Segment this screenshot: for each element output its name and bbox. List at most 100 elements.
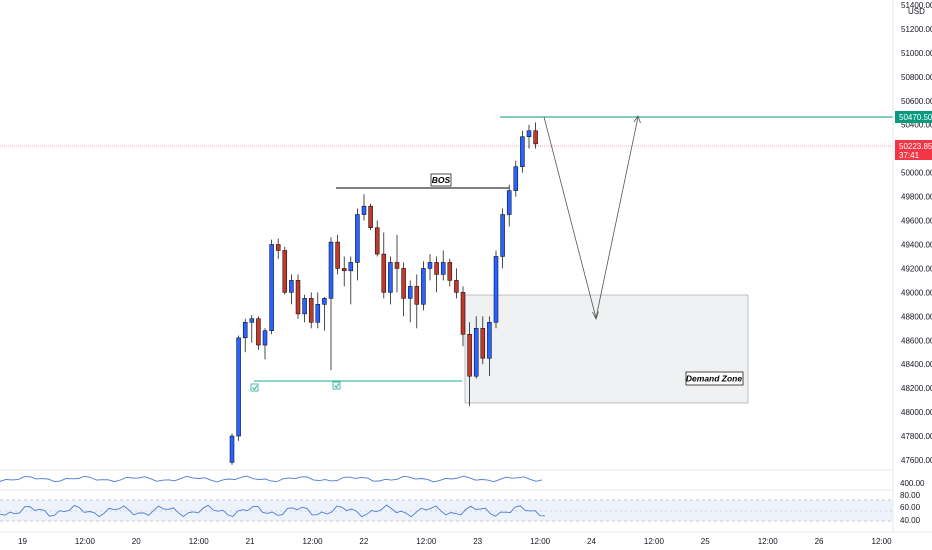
bos-label[interactable]: BOS [430,173,452,187]
candle [289,274,294,305]
candle [341,256,347,287]
currency-label: USD [908,7,925,16]
candle-body [355,214,360,263]
candle [467,322,472,407]
candle-body [282,250,288,293]
candle [242,318,248,353]
candle [500,208,505,269]
countdown-label: 37:41 [899,151,920,160]
time-tick-label: 12:00 [872,537,893,546]
demand-zone-text: Demand Zone [686,374,742,384]
check-marker-2 [332,381,341,390]
candle-body [480,328,486,359]
projection-path[interactable] [543,115,641,321]
price-tick-label: 49000.00 [901,288,932,297]
price-axis[interactable]: USD 51400.00 51200.00 51000.00 50800.00 5060… [892,0,932,532]
time-tick-label: 12:00 [303,537,324,546]
candle [526,124,532,149]
time-tick-label: 25 [701,537,710,546]
price-tick-label: 51400.00 [901,1,932,10]
candle-body [401,268,406,299]
candle-body [500,214,505,257]
candle [236,335,241,441]
candle [361,194,367,221]
time-tick-label: 24 [587,537,596,546]
candle [322,297,327,331]
demand-zone-label[interactable]: Demand Zone [685,371,744,386]
candle [348,256,354,305]
candle [249,315,255,343]
candle [229,433,235,465]
candle-body [249,318,255,323]
time-tick-label: 23 [473,537,482,546]
candle-body [269,244,274,331]
candlestick-series [229,122,538,465]
rsi-label-60: 60.00 [900,503,921,512]
time-tick-label: 12:00 [416,537,437,546]
candle [262,328,268,360]
price-tick-label: 50000.00 [901,169,932,178]
candle-body [229,435,235,463]
candle [368,203,373,231]
last-price-label: 50223.85 [899,142,932,151]
time-tick-label: 21 [246,537,255,546]
candle [460,286,466,347]
rsi-band [0,500,893,521]
candle [440,250,446,281]
candle [381,232,387,299]
candle-body [427,262,433,269]
candle [355,208,360,281]
candle [533,122,538,149]
candle-body [348,262,354,272]
candle-body [513,166,519,191]
candle-body [335,241,340,269]
candle-body [388,262,393,293]
time-tick-label: 12:00 [644,537,665,546]
price-tick-label: 48200.00 [901,384,932,393]
candle [434,256,439,293]
last-price-tag [895,140,932,160]
candle-body [506,190,512,215]
candle-body [460,292,466,335]
candle-body [328,241,334,299]
candle [447,258,453,287]
check-marker-1 [250,383,259,392]
candle [308,292,314,329]
candle [513,160,519,197]
candle-body [242,322,248,339]
candle [256,316,261,350]
indicator-upper-label: 400.00 [900,479,925,488]
candle [473,316,479,379]
price-tick-label: 50800.00 [901,73,932,82]
time-axis[interactable]: 19 12:00 20 12:00 21 12:00 22 12:00 23 12:00 24 12:… [0,531,932,546]
candle-body [440,262,446,275]
candle-body [414,286,420,305]
candle [302,294,307,323]
candle-body [520,136,525,167]
time-tick-label: 22 [359,537,368,546]
candle [335,234,340,275]
demand-zone-rect[interactable] [464,294,749,404]
price-tick-label: 49600.00 [901,217,932,226]
candle-body [407,286,413,299]
candle-body [308,298,314,323]
candle [421,261,426,311]
candle-body [381,253,387,293]
time-tick-label: 12:00 [530,537,551,546]
bos-text: BOS [432,175,451,185]
candle [414,274,420,329]
candle [282,246,288,295]
price-tick-label: 48600.00 [901,336,932,345]
candle [388,256,393,305]
price-tick-label: 48000.00 [901,408,932,417]
candle-body [295,280,301,315]
candle [487,316,492,377]
price-tick-label: 49800.00 [901,193,932,202]
price-tick-label: 48800.00 [901,312,932,321]
price-tick-label: 50600.00 [901,97,932,106]
volume-indicator-line [0,475,543,483]
candle [480,316,486,365]
candle [269,239,274,335]
candle-body [374,227,380,255]
